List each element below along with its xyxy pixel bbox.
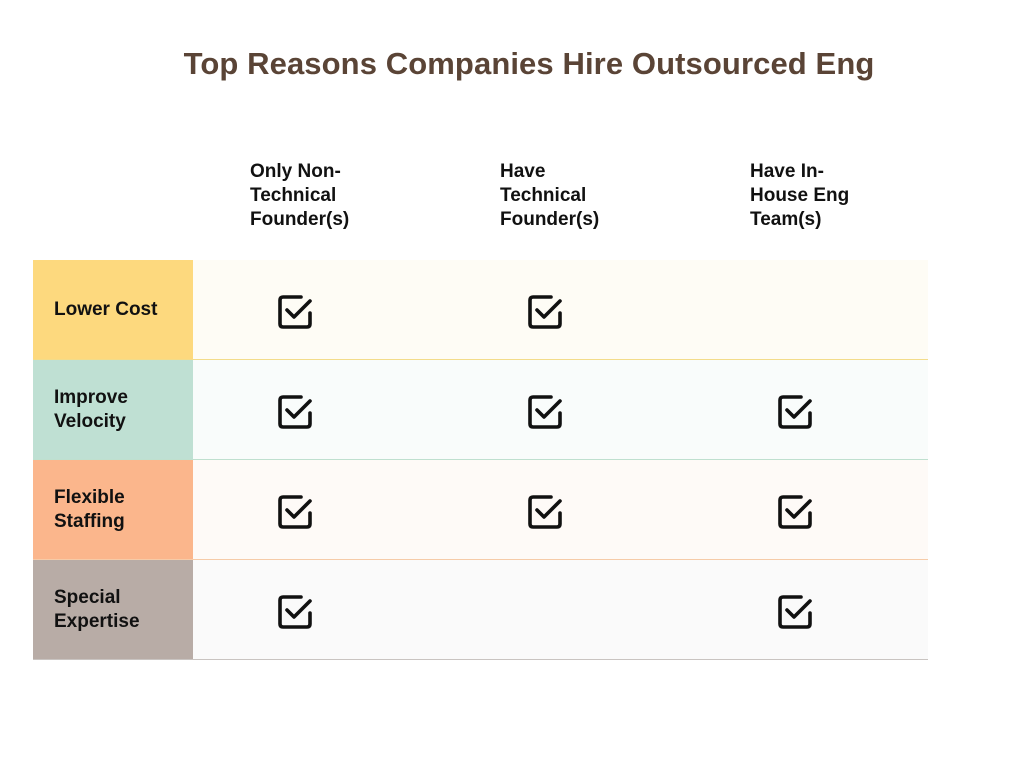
- check-icon: [277, 394, 313, 430]
- check-icon: [777, 394, 813, 430]
- row-label-cell: Lower Cost: [33, 260, 193, 360]
- row-label-cell: Improve Velocity: [33, 360, 193, 460]
- column-header-line: Have: [500, 161, 546, 182]
- row-label-line: Staffing: [54, 511, 125, 532]
- table-row: Flexible Staffing: [33, 460, 928, 560]
- column-header-line: Team(s): [750, 209, 822, 230]
- row-label-line: Improve: [54, 387, 128, 408]
- row-label: Flexible Staffing: [54, 486, 125, 534]
- row-label-line: Lower Cost: [54, 299, 158, 320]
- check-icon: [777, 494, 813, 530]
- row-label-line: Expertise: [54, 611, 140, 632]
- row-divider: [33, 459, 928, 460]
- check-icon: [777, 594, 813, 630]
- row-divider: [33, 359, 928, 360]
- row-cells: [193, 260, 928, 360]
- column-header-line: House Eng: [750, 185, 850, 206]
- column-header-line: Technical: [250, 185, 337, 206]
- column-header-line: Technical: [500, 185, 587, 206]
- row-label-cell: Special Expertise: [33, 560, 193, 660]
- check-icon: [527, 494, 563, 530]
- column-header-line: Have In-: [750, 161, 824, 182]
- column-header-3: Have In- House Eng Team(s): [750, 160, 900, 232]
- check-icon: [277, 594, 313, 630]
- column-header-1: Only Non- Technical Founder(s): [250, 160, 400, 232]
- row-label: Improve Velocity: [54, 386, 128, 434]
- check-icon: [527, 394, 563, 430]
- table-row: Special Expertise: [33, 560, 928, 660]
- row-label-cell: Flexible Staffing: [33, 460, 193, 560]
- row-label: Lower Cost: [54, 298, 157, 322]
- check-icon: [527, 294, 563, 330]
- row-divider: [33, 559, 928, 560]
- row-cells: [193, 560, 928, 660]
- row-label-line: Flexible: [54, 487, 125, 508]
- chart-title: Top Reasons Companies Hire Outsourced En…: [183, 46, 875, 81]
- check-icon: [277, 494, 313, 530]
- row-cells: [193, 360, 928, 460]
- table-row: Lower Cost: [33, 260, 928, 360]
- column-header-line: Founder(s): [500, 209, 600, 230]
- row-label-line: Velocity: [54, 411, 126, 432]
- row-label-line: Special: [54, 587, 121, 608]
- column-header-line: Only Non-: [250, 161, 341, 182]
- row-label: Special Expertise: [54, 586, 140, 634]
- column-header-line: Founder(s): [250, 209, 350, 230]
- table-row: Improve Velocity: [33, 360, 928, 460]
- check-icon: [277, 294, 313, 330]
- row-divider: [33, 659, 928, 660]
- column-header-2: Have Technical Founder(s): [500, 160, 650, 232]
- row-cells: [193, 460, 928, 560]
